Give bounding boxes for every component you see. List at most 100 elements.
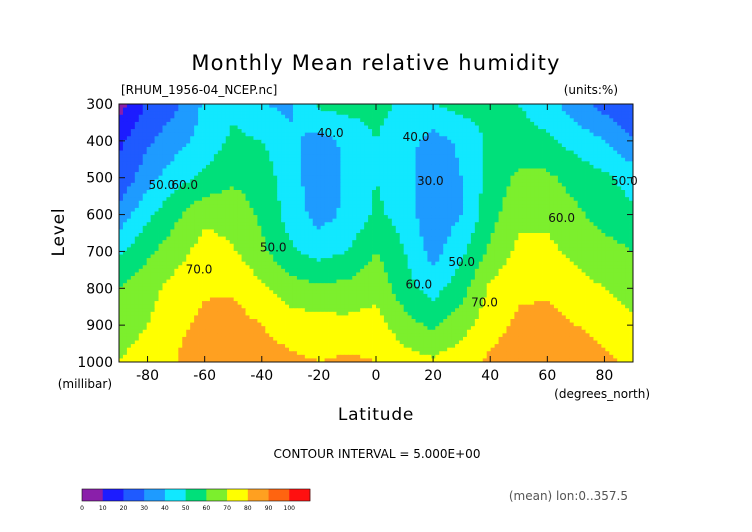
contour-cell [534,186,539,191]
contour-cell [245,168,250,173]
contour-cell [320,161,325,166]
contour-cell [245,225,250,230]
contour-cell [395,175,401,180]
contour-cell [122,200,128,205]
contour-cell [360,164,365,169]
contour-cell [229,190,235,194]
contour-cell [273,211,278,216]
contour-cell [174,164,179,169]
contour-cell [585,225,590,230]
contour-cell [292,193,298,198]
contour-cell [304,233,310,237]
contour-cell [253,172,258,177]
contour-cell [324,172,329,177]
contour-cell [300,114,306,119]
contour-cell [455,129,460,134]
contour-cell [455,207,460,212]
contour-cell [324,193,329,198]
contour-cell [573,229,579,234]
contour-cell [613,186,618,191]
contour-cell [621,125,626,130]
contour-cell [617,222,622,227]
contour-cell [225,147,231,151]
contour-cell [486,143,492,148]
contour-cell [190,197,195,202]
contour-cell [399,179,405,184]
contour-cell [229,129,235,134]
contour-cell [534,139,539,144]
contour-cell [344,157,349,162]
contour-cell [158,125,163,130]
contour-cell [376,111,381,116]
contour-cell [130,222,136,227]
contour-cell [403,225,409,230]
contour-cell [225,211,231,216]
contour-cell [241,114,246,119]
contour-cell [530,157,535,162]
contour-cell [368,121,373,126]
contour-cell [561,225,567,230]
contour-cell [557,157,563,162]
contour-cell [245,190,250,194]
contour-cell [549,207,555,212]
contour-cell [285,132,290,137]
contour-cell [213,182,219,187]
contour-cell [296,118,302,123]
contour-cell [601,172,606,177]
contour-cell [549,111,555,116]
contour-cell [447,154,452,159]
contour-cell [237,204,242,209]
contour-cell [245,129,250,134]
contour-cell [494,143,499,148]
contour-cell [466,236,472,241]
contour-cell [435,225,440,230]
contour-cell [395,207,401,212]
contour-cell [198,104,203,108]
contour-cell [336,147,341,151]
contour-cell [253,114,258,119]
contour-cell [589,114,594,119]
contour-cell [134,233,140,237]
contour-cell [202,132,207,137]
contour-cell [277,222,282,227]
contour-cell [273,190,278,194]
contour-cell [522,168,527,173]
contour-cell [447,236,452,241]
contour-cell [320,233,325,237]
contour-cell [360,207,365,212]
contour-cell [316,114,322,119]
contour-cell [376,186,381,191]
contour-cell [459,207,464,212]
contour-cell [285,104,290,108]
contour-cell [439,139,444,144]
contour-cell [411,229,416,234]
contour-cell [324,136,329,141]
contour-cell [273,172,278,177]
contour-cell [569,147,575,151]
contour-cell [549,193,555,198]
contour-cell [257,107,262,112]
contour-cell [585,157,590,162]
contour-cell [364,107,369,112]
contour-cell [613,222,618,227]
contour-cell [605,175,610,180]
contour-cell [186,175,191,180]
contour-cell [253,211,258,216]
contour-cell [399,229,405,234]
contour-cell [522,132,527,137]
contour-cell [328,111,333,116]
contour-cell [142,111,148,116]
contour-cell [498,150,503,155]
contour-cell [419,218,424,223]
contour-cell [447,182,452,187]
contour-cell [368,236,373,241]
contour-cell [277,179,282,184]
contour-cell [506,193,511,198]
contour-cell [324,161,329,166]
contour-cell [372,236,377,241]
contour-cell [617,218,622,223]
contour-cell [605,118,610,123]
contour-cell [289,207,294,212]
contour-cell [538,161,543,166]
contour-cell [506,111,511,116]
